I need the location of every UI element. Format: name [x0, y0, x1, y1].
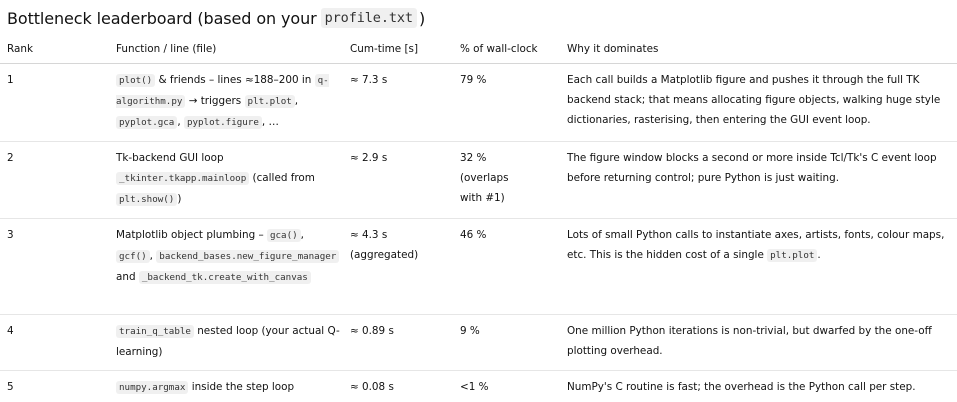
heading-text: Bottleneck leaderboard (based on your — [7, 8, 317, 28]
why-text: Lots of small Python calls to instantiat… — [567, 229, 945, 261]
why-cell: NumPy's C routine is fast; the overhead … — [567, 381, 916, 393]
cum-time-cell: ≈ 0.08 s — [350, 381, 394, 393]
why-cell: Lots of small Python calls to instantiat… — [560, 219, 957, 315]
header-function: Function / line (file) — [116, 43, 217, 55]
function-text: → triggers — [185, 95, 245, 107]
function-text: inside the step loop — [188, 381, 295, 393]
pct-cell: 79 % — [460, 74, 487, 86]
rank-cell: 3 — [7, 229, 14, 241]
code-snippet: gcf() — [116, 250, 150, 263]
pct-cell: 46 % — [460, 229, 487, 241]
function-cell: train_q_table nested loop (your actual Q… — [109, 315, 343, 371]
why-cell: The figure window blocks a second or mor… — [567, 152, 937, 184]
function-cell: numpy.argmax inside the step loop — [109, 371, 343, 402]
function-text: , — [294, 95, 299, 107]
code-snippet: plt.plot — [767, 249, 818, 262]
function-text: nested loop (your actual Q-learning) — [116, 325, 340, 358]
heading-filename: profile.txt — [320, 8, 417, 28]
why-text: . — [817, 249, 821, 261]
heading-suffix: ) — [418, 8, 426, 28]
function-text: , … — [261, 116, 279, 128]
code-snippet: _tkinter.tkapp.mainloop — [116, 172, 250, 185]
cum-time-cell: ≈ 4.3 s (aggregated) — [350, 229, 419, 261]
cum-time-cell: ≈ 2.9 s — [350, 152, 388, 164]
pct-cell: 32 % (overlaps with #1) — [460, 152, 509, 204]
code-snippet: train_q_table — [116, 325, 194, 338]
function-text: ) — [177, 193, 182, 205]
header-row: Rank Function / line (file) Cum-time [s]… — [0, 36, 957, 64]
code-snippet: plt.plot — [244, 95, 295, 108]
table-row: 5 numpy.argmax inside the step loop ≈ 0.… — [0, 371, 957, 402]
function-text: (called from — [249, 172, 315, 184]
code-snippet: backend_bases.new_figure_manager — [156, 250, 340, 263]
code-snippet: plot() — [116, 74, 156, 87]
table-row: 1 plot() & friends – lines ≈188–200 in q… — [0, 64, 957, 142]
function-cell: Matplotlib object plumbing – gca(), gcf(… — [109, 219, 343, 315]
function-text: , — [177, 116, 184, 128]
why-cell: One million Python iterations is non-tri… — [567, 325, 932, 357]
function-text: , — [149, 250, 157, 262]
rank-cell: 2 — [7, 152, 14, 164]
leaderboard-heading: Bottleneck leaderboard (based on your pr… — [7, 5, 425, 31]
function-text: Matplotlib object plumbing – — [116, 229, 267, 241]
function-text: & friends – lines ≈188–200 in — [155, 74, 315, 86]
function-text: Tk-backend GUI loop — [116, 152, 224, 164]
rank-cell: 4 — [7, 325, 14, 337]
function-cell: plot() & friends – lines ≈188–200 in q-a… — [109, 64, 343, 142]
rank-cell: 5 — [7, 381, 14, 393]
table-row: 3 Matplotlib object plumbing – gca(), gc… — [0, 219, 957, 315]
code-snippet: numpy.argmax — [116, 381, 189, 394]
header-why: Why it dominates — [567, 43, 659, 55]
cum-time-cell: ≈ 7.3 s — [350, 74, 388, 86]
why-cell: Each call builds a Matplotlib figure and… — [567, 74, 941, 126]
leaderboard-table: Rank Function / line (file) Cum-time [s]… — [0, 36, 957, 402]
table-row: 2 Tk-backend GUI loop _tkinter.tkapp.mai… — [0, 142, 957, 219]
code-snippet: gca() — [266, 229, 301, 242]
code-snippet: pyplot.gca — [116, 116, 178, 129]
rank-cell: 1 — [7, 74, 14, 86]
pct-cell: <1 % — [460, 381, 489, 393]
code-snippet: _backend_tk.create_with_canvas — [138, 271, 311, 284]
pct-cell: 9 % — [460, 325, 480, 337]
header-cum-time: Cum-time [s] — [350, 43, 419, 55]
table-row: 4 train_q_table nested loop (your actual… — [0, 315, 957, 371]
code-snippet: plt.show() — [116, 193, 178, 206]
function-text: , — [300, 229, 304, 241]
header-pct-wall-clock: % of wall-clock — [460, 43, 538, 55]
header-rank: Rank — [7, 43, 33, 55]
function-cell: Tk-backend GUI loop _tkinter.tkapp.mainl… — [109, 142, 343, 219]
cum-time-cell: ≈ 0.89 s — [350, 325, 394, 337]
function-text: and — [116, 271, 139, 283]
code-snippet: pyplot.figure — [183, 116, 262, 129]
